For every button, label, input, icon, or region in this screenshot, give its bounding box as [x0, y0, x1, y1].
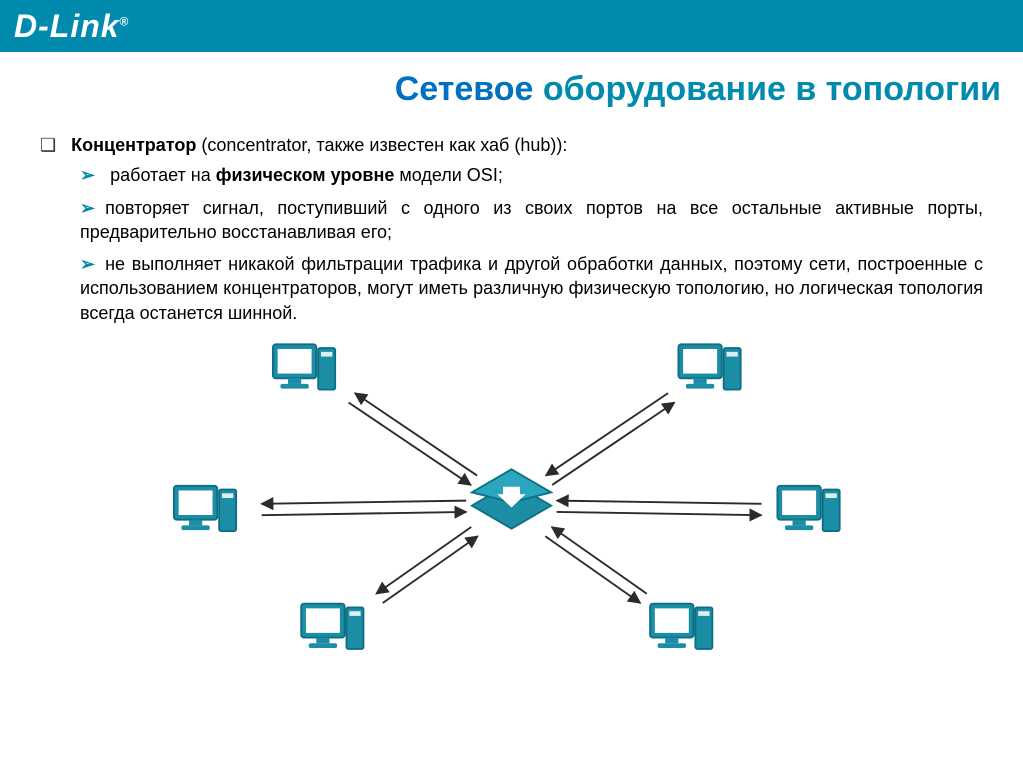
- pc-bottom-left: [301, 604, 363, 649]
- edge-out-pc-top-left: [355, 393, 477, 475]
- b1-pre: работает на: [110, 165, 216, 185]
- edge-in-pc-mid-left: [262, 512, 467, 515]
- edge-in-pc-mid-right: [557, 501, 762, 504]
- content-area: Концентратор (concentrator, также извест…: [0, 109, 1023, 695]
- brand-reg: ®: [120, 14, 130, 28]
- bullet-1: работает на физическом уровне модели OSI…: [80, 163, 983, 187]
- edge-in-pc-bottom-right: [552, 527, 647, 594]
- title-rest: оборудование в топологии: [543, 70, 1001, 108]
- edge-in-pc-bottom-left: [383, 536, 478, 603]
- edge-out-pc-bottom-left: [376, 527, 471, 594]
- edge-out-pc-bottom-right: [545, 536, 640, 603]
- bullet-3: не выполняет никакой фильтрации трафика …: [80, 252, 983, 325]
- b1-bold: физическом уровне: [216, 165, 395, 185]
- hub-icon: [472, 469, 551, 528]
- brand-logo: D-Link®: [14, 8, 129, 45]
- pc-top-right: [678, 344, 740, 389]
- edge-out-pc-top-right: [552, 403, 674, 485]
- b1-post: модели OSI;: [394, 165, 502, 185]
- intro-term: Концентратор: [71, 135, 196, 155]
- bullet-2: повторяет сигнал, поступивший с одного и…: [80, 196, 983, 245]
- pc-mid-right: [777, 486, 839, 531]
- pc-mid-left: [174, 486, 236, 531]
- edge-in-pc-top-right: [546, 393, 668, 475]
- edge-in-pc-top-left: [349, 403, 471, 485]
- diagram-svg: [40, 335, 983, 695]
- topology-diagram: [40, 335, 983, 695]
- brand-name: D-Link: [14, 8, 120, 44]
- header-bar: D-Link®: [0, 0, 1023, 52]
- intro-line: Концентратор (concentrator, также извест…: [40, 133, 983, 325]
- intro-after: (concentrator, также известен как хаб (h…: [196, 135, 567, 155]
- edge-out-pc-mid-right: [557, 512, 762, 515]
- title-word1: Сетевое: [395, 70, 534, 108]
- slide-title: Сетевое оборудование в топологии: [0, 52, 1023, 109]
- pc-bottom-right: [650, 604, 712, 649]
- edge-out-pc-mid-left: [262, 501, 467, 504]
- pc-top-left: [273, 344, 335, 389]
